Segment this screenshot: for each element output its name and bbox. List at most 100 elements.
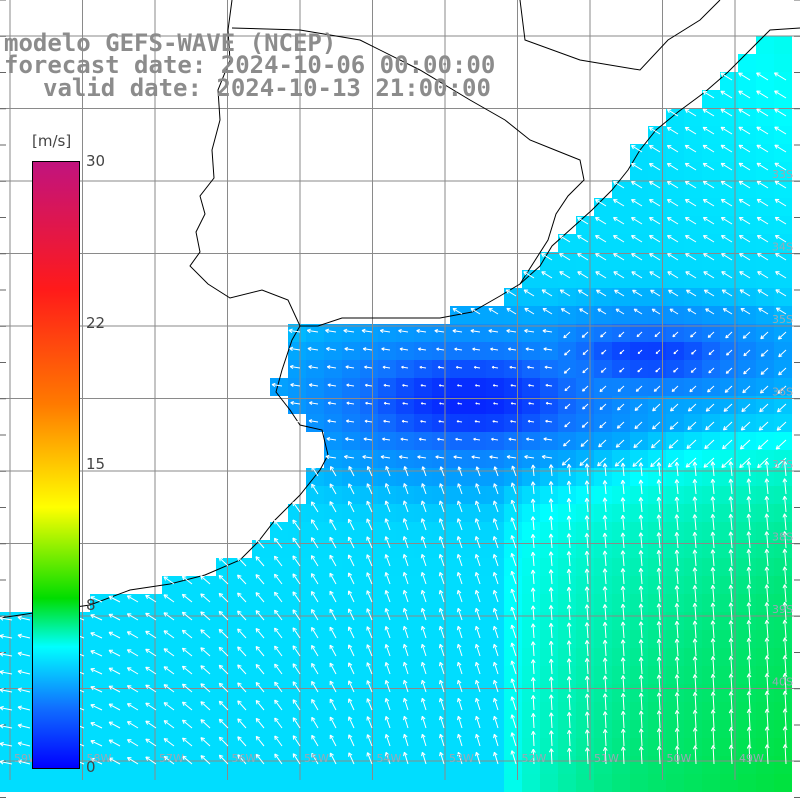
speed-cell xyxy=(162,774,180,792)
wind-arrow xyxy=(237,754,247,765)
speed-cell xyxy=(540,504,558,522)
wind-arrow xyxy=(764,637,770,657)
wind-arrow xyxy=(237,574,247,585)
wind-arrow xyxy=(584,640,590,657)
wind-arrow xyxy=(655,349,661,355)
speed-cell xyxy=(630,360,648,378)
speed-cell xyxy=(342,342,360,360)
speed-cell xyxy=(504,414,522,432)
speed-cell xyxy=(468,342,486,360)
wind-arrow xyxy=(667,271,679,279)
speed-cell xyxy=(756,324,774,342)
wind-arrow xyxy=(649,235,661,243)
speed-cell xyxy=(504,450,522,468)
speed-cell xyxy=(630,180,648,198)
wind-arrow xyxy=(384,483,391,495)
wind-arrow xyxy=(90,632,103,639)
wind-arrow xyxy=(602,729,608,747)
speed-cell xyxy=(648,342,666,360)
wind-arrow xyxy=(420,420,427,423)
speed-cell xyxy=(540,774,558,792)
speed-cell xyxy=(720,144,738,162)
wind-arrow xyxy=(581,331,589,338)
speed-cell xyxy=(558,756,576,774)
speed-cell xyxy=(666,360,684,378)
wind-arrow xyxy=(684,126,697,135)
speed-cell xyxy=(666,144,684,162)
wind-arrow xyxy=(746,673,752,693)
wind-arrow xyxy=(527,419,535,423)
speed-cell xyxy=(396,720,414,738)
wind-arrow xyxy=(384,697,391,711)
wind-arrow xyxy=(311,716,319,729)
wind-arrow xyxy=(90,650,103,657)
wind-arrow xyxy=(633,308,643,315)
wind-arrow xyxy=(702,216,715,225)
speed-cell xyxy=(468,630,486,648)
wind-arrow xyxy=(474,500,481,513)
speed-cell xyxy=(738,360,756,378)
speed-cell xyxy=(738,270,756,288)
wind-arrow xyxy=(329,644,337,657)
speed-cell xyxy=(486,414,504,432)
speed-cell xyxy=(324,324,342,342)
wind-arrow xyxy=(637,367,643,373)
speed-cell xyxy=(684,432,702,450)
speed-cell xyxy=(396,378,414,396)
wind-arrow xyxy=(364,419,373,423)
speed-cell xyxy=(270,576,288,594)
speed-cell xyxy=(558,432,576,450)
speed-cell xyxy=(468,594,486,612)
speed-cell xyxy=(702,432,720,450)
speed-cell xyxy=(558,504,576,522)
wind-arrow xyxy=(384,661,391,675)
speed-cell xyxy=(108,774,126,792)
speed-cell xyxy=(486,504,504,522)
wind-arrow xyxy=(596,289,607,297)
speed-cell xyxy=(738,504,756,522)
wind-arrow xyxy=(416,328,427,333)
wind-arrow xyxy=(746,655,752,675)
speed-cell xyxy=(576,612,594,630)
speed-cell xyxy=(306,414,324,432)
speed-cell xyxy=(234,738,252,756)
speed-cell xyxy=(756,414,774,432)
wind-arrow xyxy=(746,620,752,639)
wind-arrow xyxy=(638,621,644,639)
speed-cell xyxy=(342,450,360,468)
speed-cell xyxy=(504,432,522,450)
wind-arrow xyxy=(651,308,661,315)
wind-arrow xyxy=(163,720,175,729)
speed-cell xyxy=(288,558,306,576)
speed-cell xyxy=(684,522,702,540)
speed-cell xyxy=(378,468,396,486)
wind-arrow xyxy=(366,500,373,513)
speed-cell xyxy=(90,774,108,792)
wind-arrow xyxy=(638,692,644,711)
wind-arrow xyxy=(200,665,211,675)
wind-arrow xyxy=(292,681,301,693)
speed-cell xyxy=(774,648,792,666)
wind-arrow xyxy=(398,455,409,459)
wind-arrow xyxy=(366,554,373,567)
speed-cell xyxy=(540,612,558,630)
speed-cell xyxy=(198,720,216,738)
speed-cell xyxy=(360,720,378,738)
speed-cell xyxy=(288,324,306,342)
wind-arrow xyxy=(692,602,698,621)
lon-label: 56W xyxy=(232,752,257,765)
wind-arrow xyxy=(510,588,517,603)
speed-cell xyxy=(774,72,792,90)
legend-tick-0: 30 xyxy=(86,152,106,170)
wind-arrow xyxy=(346,419,355,423)
speed-cell xyxy=(522,468,540,486)
wind-arrow xyxy=(308,364,319,369)
wind-arrow xyxy=(687,308,697,315)
speed-cell xyxy=(126,702,144,720)
wind-arrow xyxy=(777,331,787,340)
speed-cell xyxy=(234,630,252,648)
speed-cell xyxy=(504,558,522,576)
wind-arrow xyxy=(667,235,679,243)
wind-arrow xyxy=(402,607,409,621)
lon-label: 53W xyxy=(449,752,474,765)
